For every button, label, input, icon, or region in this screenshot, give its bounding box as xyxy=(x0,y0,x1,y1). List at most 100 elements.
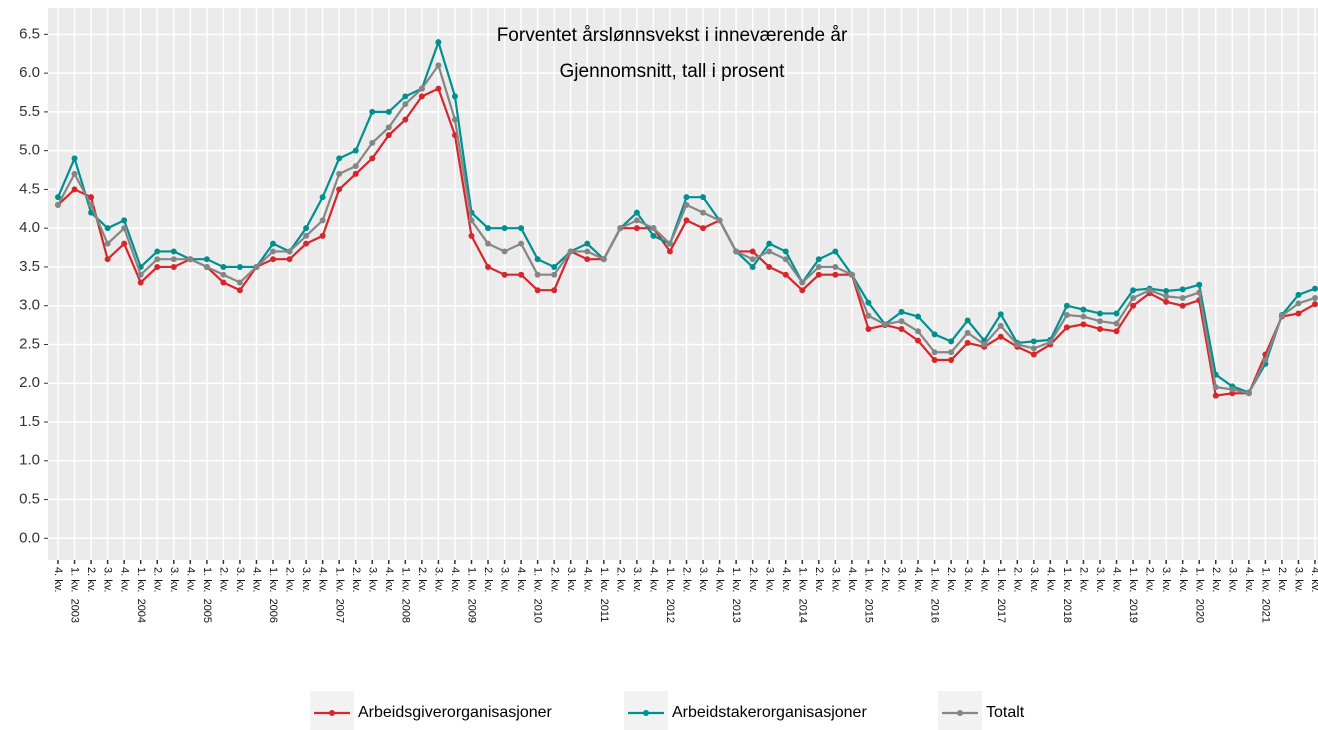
x-tick-label: 1. kv. 2012 xyxy=(664,567,676,623)
data-point xyxy=(1179,294,1186,301)
data-point xyxy=(170,256,177,263)
x-tick-label: 3. kv. xyxy=(962,567,974,592)
data-point xyxy=(336,170,343,177)
x-tick-label: 2. kv. xyxy=(747,567,759,592)
x-tick-label: 3. kv. xyxy=(631,567,643,592)
data-point xyxy=(733,248,740,255)
data-point xyxy=(997,322,1004,329)
data-point xyxy=(518,225,525,232)
data-point xyxy=(948,338,955,345)
data-point xyxy=(236,279,243,286)
data-point xyxy=(418,85,425,92)
data-point xyxy=(1262,356,1269,363)
data-point xyxy=(1030,345,1037,352)
data-point xyxy=(468,232,475,239)
x-tick-label: 1. kv. 2014 xyxy=(796,567,808,623)
x-tick-label: 4. kv. xyxy=(449,567,461,592)
x-tick-label: 2. kv. xyxy=(151,567,163,592)
data-point xyxy=(1245,390,1252,397)
data-point xyxy=(385,124,392,131)
data-point xyxy=(948,349,955,356)
data-point xyxy=(88,201,95,208)
x-tick-label: 4. kv. xyxy=(317,567,329,592)
x-tick-label: 1. kv. 2004 xyxy=(135,567,147,623)
data-point xyxy=(749,263,756,270)
data-point xyxy=(485,240,492,247)
data-point xyxy=(865,312,872,319)
x-tick-label: 3. kv. xyxy=(168,567,180,592)
data-point xyxy=(782,248,789,255)
data-point xyxy=(319,194,326,201)
data-point xyxy=(501,225,508,232)
data-point xyxy=(154,256,161,263)
x-tick-label: 2. kv. xyxy=(1210,567,1222,592)
data-point xyxy=(832,271,839,278)
data-point xyxy=(1163,287,1170,294)
data-point xyxy=(468,217,475,224)
data-point xyxy=(435,62,442,69)
data-point xyxy=(1030,351,1037,358)
data-point xyxy=(187,256,194,263)
data-point xyxy=(71,170,78,177)
x-tick-label: 2. kv. xyxy=(945,567,957,592)
data-point xyxy=(352,170,359,177)
data-point xyxy=(584,248,591,255)
data-point xyxy=(501,271,508,278)
data-point xyxy=(220,263,227,270)
data-point xyxy=(303,240,310,247)
data-point xyxy=(170,263,177,270)
data-point xyxy=(551,263,558,270)
data-point xyxy=(88,194,95,201)
data-point xyxy=(1179,302,1186,309)
x-tick-label: 4. kv. xyxy=(1177,567,1189,592)
x-tick-label: 1. kv. 2007 xyxy=(333,567,345,623)
data-point xyxy=(1312,301,1318,308)
data-point xyxy=(931,356,938,363)
data-point xyxy=(319,217,326,224)
data-point xyxy=(633,225,640,232)
data-point xyxy=(898,325,905,332)
data-point xyxy=(898,308,905,315)
data-point xyxy=(1163,298,1170,305)
data-point xyxy=(451,116,458,123)
data-point xyxy=(865,299,872,306)
data-point xyxy=(716,217,723,224)
x-tick-label: 2. kv. xyxy=(217,567,229,592)
data-point xyxy=(832,263,839,270)
x-tick-label: 4. kv. xyxy=(648,567,660,592)
data-point xyxy=(584,256,591,263)
y-tick-label: 1.5 xyxy=(19,413,40,430)
data-point xyxy=(501,248,508,255)
data-point xyxy=(352,147,359,154)
data-point xyxy=(121,217,128,224)
x-tick-label: 2. kv. xyxy=(1078,567,1090,592)
data-point xyxy=(1278,312,1285,319)
x-tick-label: 4. kv. xyxy=(184,567,196,592)
data-point xyxy=(220,271,227,278)
chart-title: Forventet årslønnsvekst i inneværende år xyxy=(497,25,848,46)
x-tick-label: 4. kv. xyxy=(1111,567,1123,592)
x-tick-label: 3. kv. xyxy=(829,567,841,592)
data-point xyxy=(270,240,277,247)
data-point xyxy=(1080,313,1087,320)
x-tick-label: 2. kv. xyxy=(879,567,891,592)
x-tick-label: 3. kv. xyxy=(1293,567,1305,592)
data-point xyxy=(303,232,310,239)
data-point xyxy=(534,287,541,294)
data-point xyxy=(782,271,789,278)
data-point xyxy=(848,271,855,278)
data-point xyxy=(121,225,128,232)
data-point xyxy=(1063,302,1070,309)
data-point xyxy=(55,201,61,208)
data-point xyxy=(1113,328,1120,335)
x-tick-label: 1. kv. 2011 xyxy=(598,567,610,622)
data-point xyxy=(700,194,707,201)
data-point xyxy=(584,240,591,247)
data-point xyxy=(766,248,773,255)
legend-point xyxy=(329,710,335,716)
x-tick-label: 2. kv. xyxy=(1011,567,1023,592)
data-point xyxy=(402,93,409,100)
data-point xyxy=(137,279,144,286)
data-point xyxy=(551,271,558,278)
data-point xyxy=(981,341,988,348)
